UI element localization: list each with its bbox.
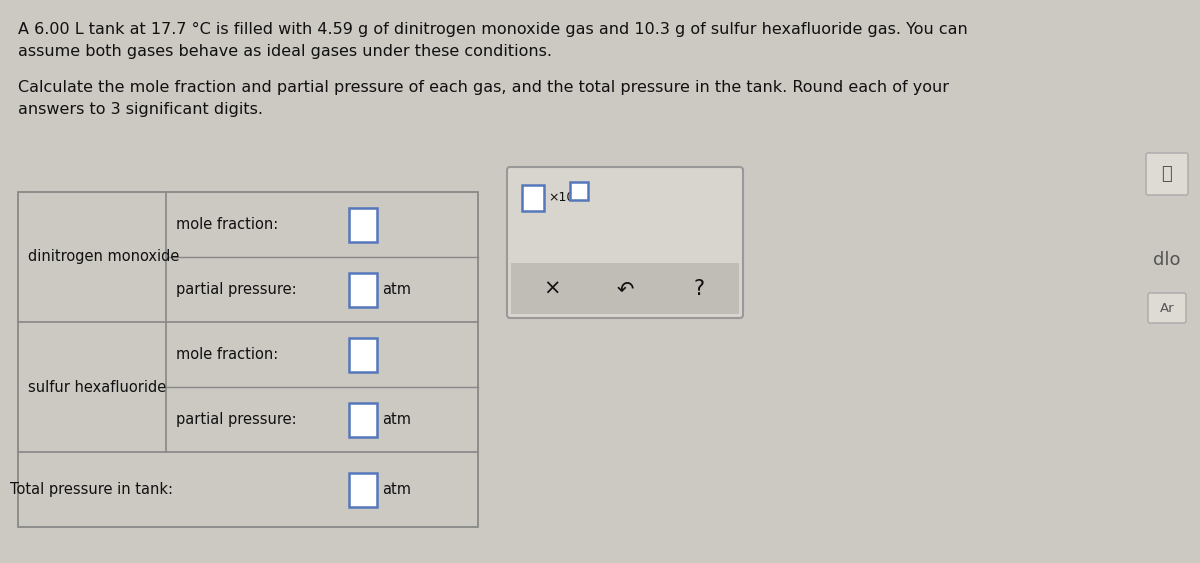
Text: ⌸: ⌸	[1162, 165, 1172, 183]
Text: ?: ?	[694, 279, 704, 299]
FancyBboxPatch shape	[1148, 293, 1186, 323]
Bar	[349, 403, 377, 436]
Bar	[349, 208, 377, 242]
Text: mole fraction:: mole fraction:	[176, 347, 278, 362]
Text: A 6.00 L tank at 17.7 °C is filled with 4.59 g of dinitrogen monoxide gas and 10: A 6.00 L tank at 17.7 °C is filled with …	[18, 22, 967, 37]
Text: atm: atm	[382, 282, 410, 297]
Text: dlo: dlo	[1153, 251, 1181, 269]
Text: partial pressure:: partial pressure:	[176, 282, 296, 297]
Bar	[349, 337, 377, 372]
Text: Total pressure in tank:: Total pressure in tank:	[11, 482, 174, 497]
Bar	[522, 185, 544, 211]
Text: atm: atm	[382, 482, 410, 497]
Text: Ar: Ar	[1159, 302, 1175, 315]
Text: partial pressure:: partial pressure:	[176, 412, 296, 427]
Text: assume both gases behave as ideal gases under these conditions.: assume both gases behave as ideal gases …	[18, 44, 552, 59]
Text: answers to 3 significant digits.: answers to 3 significant digits.	[18, 102, 263, 117]
Text: Calculate the mole fraction and partial pressure of each gas, and the total pres: Calculate the mole fraction and partial …	[18, 80, 949, 95]
Text: ×10: ×10	[548, 191, 575, 204]
Text: atm: atm	[382, 412, 410, 427]
Text: dinitrogen monoxide: dinitrogen monoxide	[28, 249, 179, 265]
Text: mole fraction:: mole fraction:	[176, 217, 278, 232]
Bar	[349, 472, 377, 507]
Text: ×: ×	[542, 279, 560, 299]
Bar	[18, 192, 478, 527]
Bar	[349, 272, 377, 306]
Bar	[570, 182, 588, 200]
FancyBboxPatch shape	[508, 167, 743, 318]
Text: ↶: ↶	[617, 279, 634, 299]
Bar	[511, 263, 739, 314]
Text: sulfur hexafluoride: sulfur hexafluoride	[28, 379, 167, 395]
FancyBboxPatch shape	[1146, 153, 1188, 195]
